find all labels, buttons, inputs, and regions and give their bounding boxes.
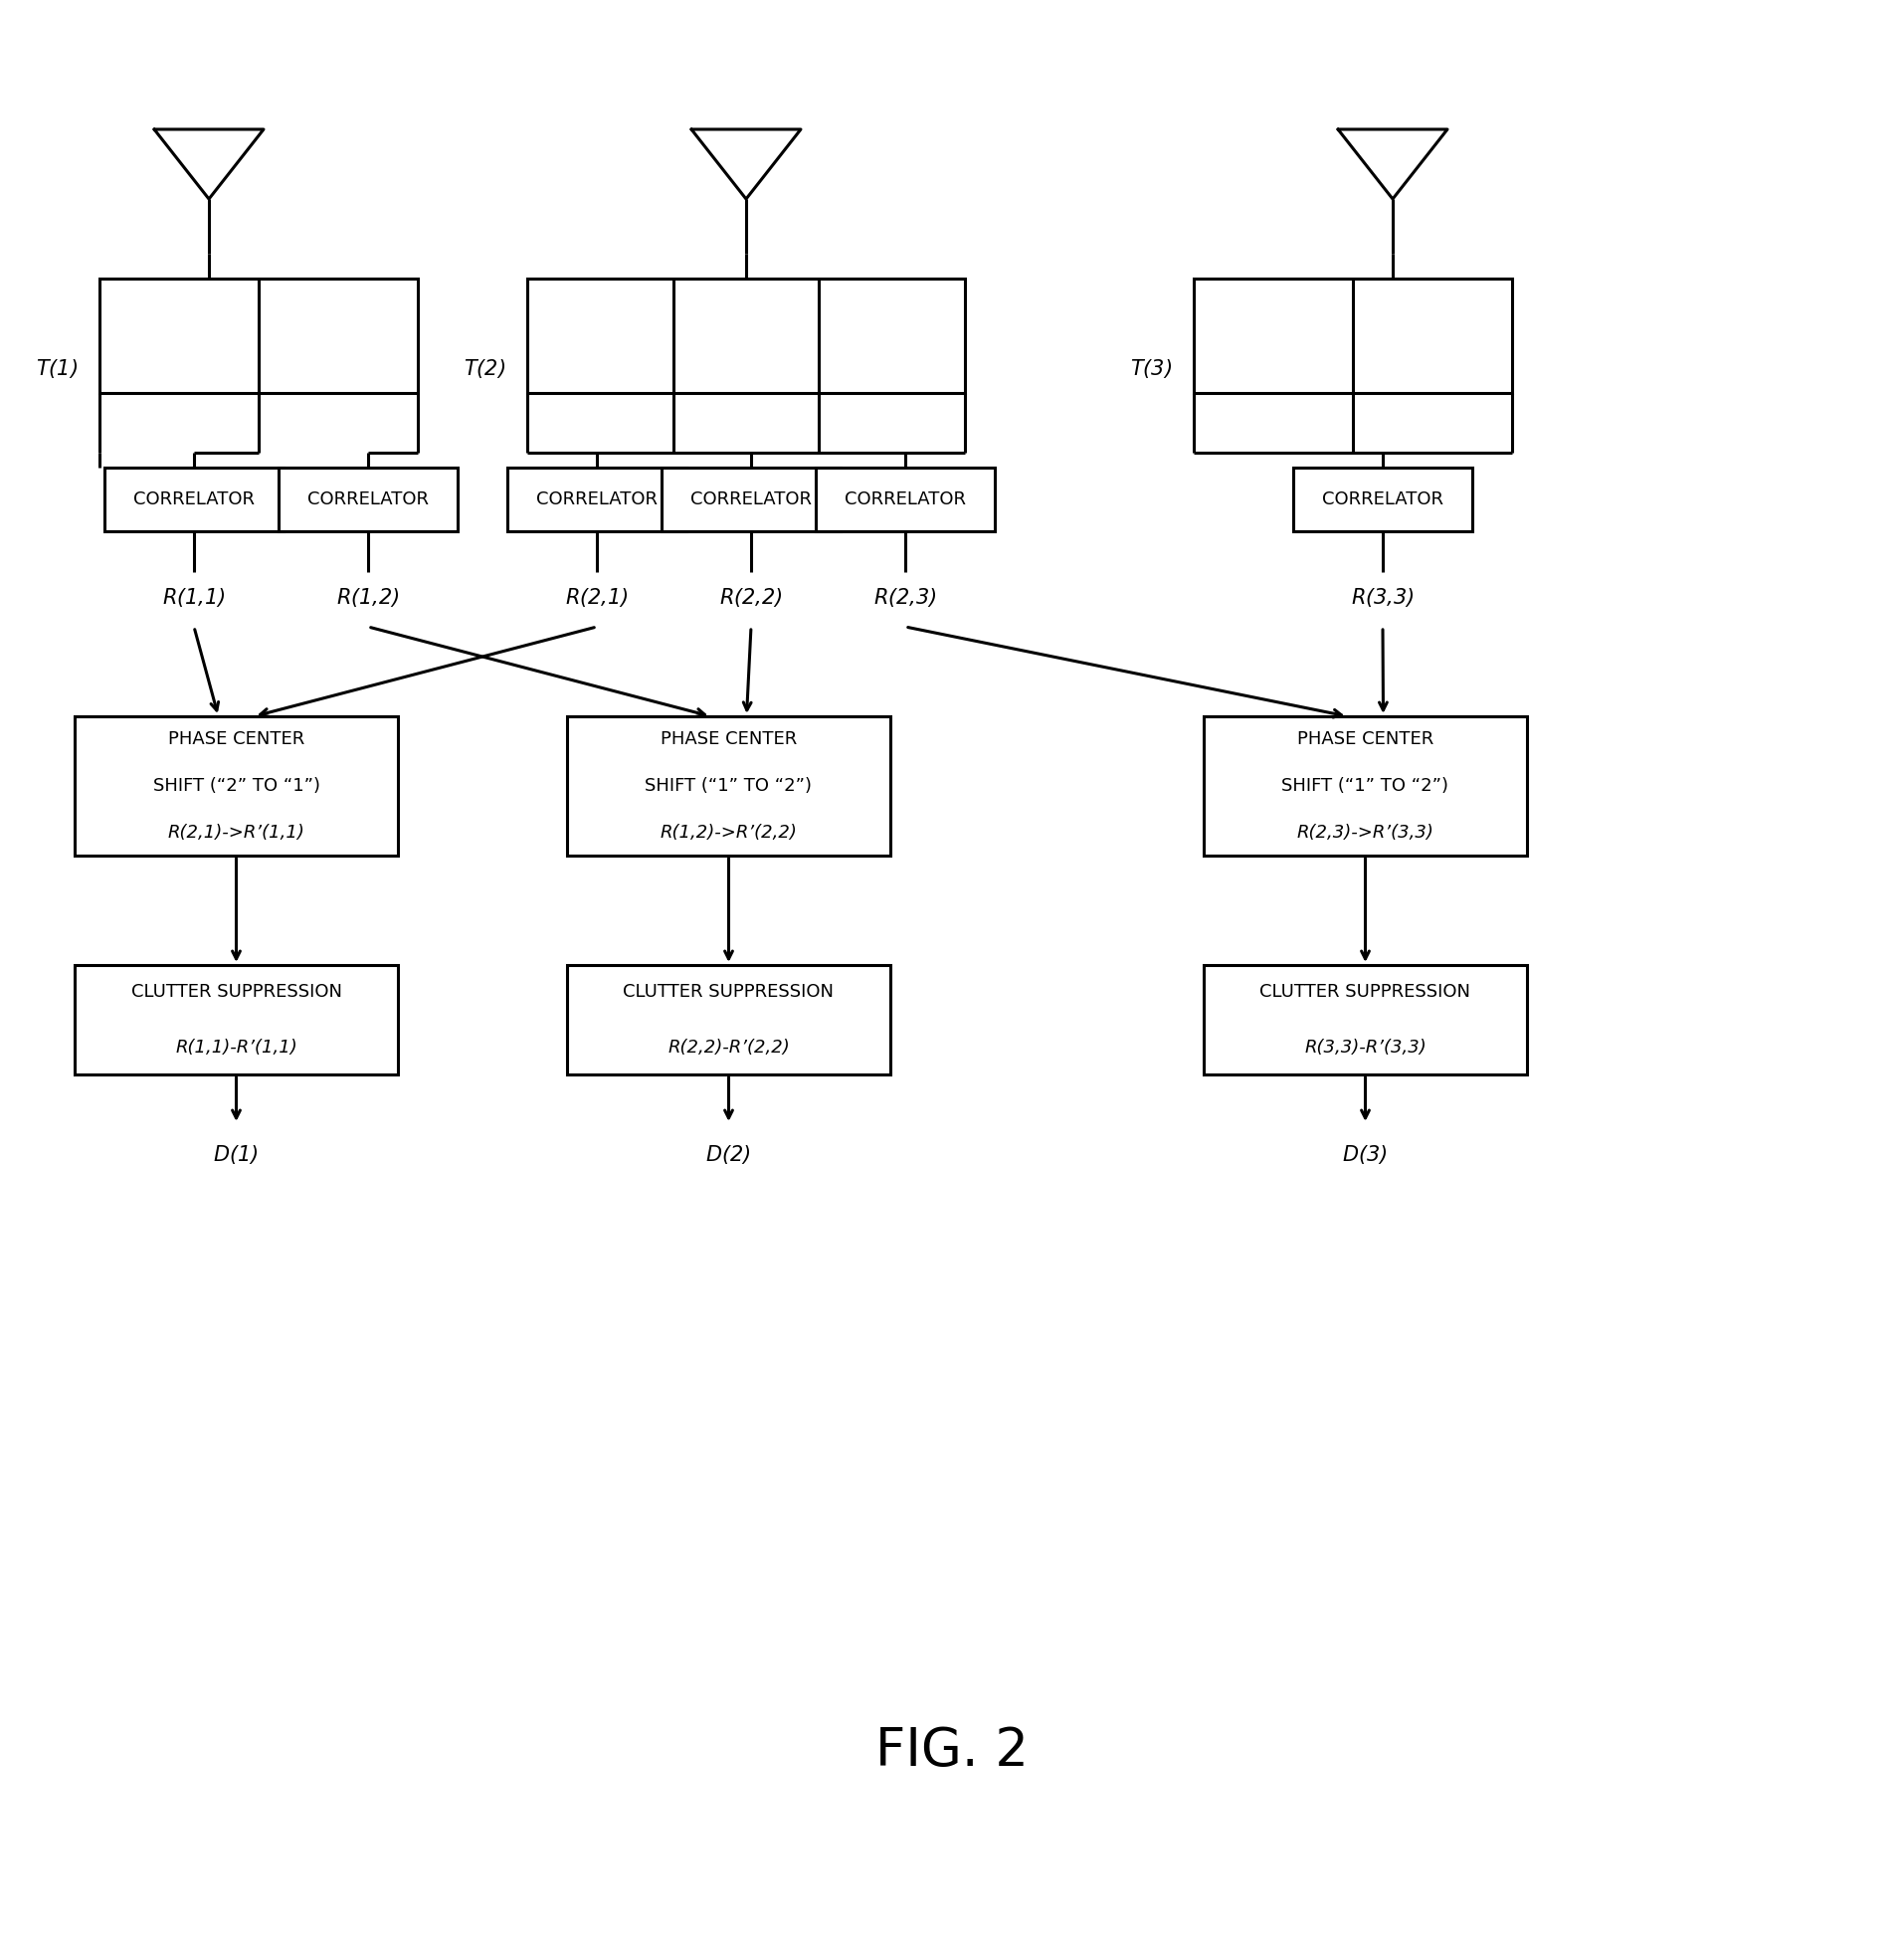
Text: CORRELATOR: CORRELATOR [1321,490,1443,508]
Text: $R$(1,1): $R$(1,1) [162,585,227,609]
Text: $D$(2): $D$(2) [706,1143,750,1165]
Text: CORRELATOR: CORRELATOR [307,490,428,508]
Text: FIG. 2: FIG. 2 [876,1725,1028,1777]
Text: PHASE CENTER: PHASE CENTER [661,731,798,748]
Text: CORRELATOR: CORRELATOR [537,490,657,508]
Text: $T$(3): $T$(3) [1129,357,1171,380]
Bar [661,467,840,531]
Text: $D$(3): $D$(3) [1342,1143,1388,1165]
Text: CLUTTER SUPPRESSION: CLUTTER SUPPRESSION [623,983,834,1002]
Text: CORRELATOR: CORRELATOR [691,490,811,508]
Text: SHIFT (“1” TO “2”): SHIFT (“1” TO “2”) [1281,777,1449,795]
Text: CLUTTER SUPPRESSION: CLUTTER SUPPRESSION [131,983,341,1002]
Text: SHIFT (“2” TO “1”): SHIFT (“2” TO “1”) [152,777,320,795]
Bar [278,467,457,531]
Bar [815,467,994,531]
Text: $R$(2,3): $R$(2,3) [874,585,937,609]
Bar [506,467,687,531]
Text: R(2,3)->R’(3,3): R(2,3)->R’(3,3) [1297,824,1434,841]
Bar [1203,965,1527,1074]
Text: R(1,1)-R’(1,1): R(1,1)-R’(1,1) [175,1039,297,1056]
Text: SHIFT (“1” TO “2”): SHIFT (“1” TO “2”) [645,777,813,795]
Text: $R$(1,2): $R$(1,2) [337,585,400,609]
Text: $T$(1): $T$(1) [36,357,78,380]
Text: $T$(2): $T$(2) [463,357,505,380]
Bar [1293,467,1472,531]
Text: CLUTTER SUPPRESSION: CLUTTER SUPPRESSION [1260,983,1470,1002]
Text: PHASE CENTER: PHASE CENTER [1297,731,1434,748]
Bar [567,717,891,855]
Text: $R$(2,1): $R$(2,1) [565,585,628,609]
Text: R(3,3)-R’(3,3): R(3,3)-R’(3,3) [1304,1039,1426,1056]
Bar [74,717,398,855]
Text: R(2,2)-R’(2,2): R(2,2)-R’(2,2) [668,1039,790,1056]
Text: R(1,2)->R’(2,2): R(1,2)->R’(2,2) [661,824,798,841]
Bar [567,965,891,1074]
Text: R(2,1)->R’(1,1): R(2,1)->R’(1,1) [168,824,305,841]
Text: $D$(1): $D$(1) [213,1143,259,1165]
Bar [1194,279,1512,393]
Bar [105,467,284,531]
Bar [527,279,965,393]
Bar [1203,717,1527,855]
Bar [74,965,398,1074]
Bar [99,279,417,393]
Text: PHASE CENTER: PHASE CENTER [168,731,305,748]
Text: CORRELATOR: CORRELATOR [845,490,965,508]
Text: $R$(3,3): $R$(3,3) [1352,585,1415,609]
Text: $R$(2,2): $R$(2,2) [720,585,783,609]
Text: CORRELATOR: CORRELATOR [133,490,255,508]
